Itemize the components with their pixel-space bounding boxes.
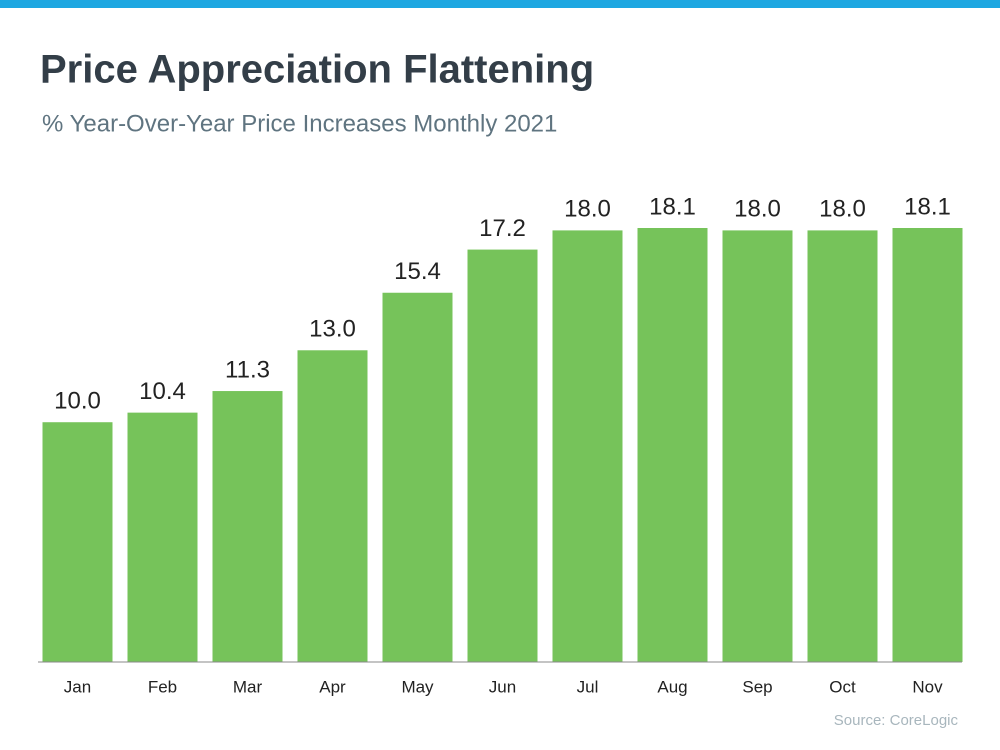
data-label: 18.0	[819, 196, 866, 223]
source-note: Source: CoreLogic	[834, 712, 959, 729]
x-tick-label: Jun	[489, 677, 516, 696]
chart-title: Price Appreciation Flattening	[40, 48, 594, 92]
data-label: 15.4	[394, 258, 441, 285]
x-tick-label: Sep	[742, 677, 772, 696]
chart-subtitle: % Year-Over-Year Price Increases Monthly…	[42, 110, 557, 137]
data-label: 10.0	[54, 388, 101, 415]
bar	[127, 412, 198, 662]
bar	[892, 228, 963, 662]
x-tick-label: Jul	[577, 677, 599, 696]
top-band	[0, 0, 1000, 8]
x-tick-label: Apr	[319, 677, 346, 696]
data-label: 10.4	[139, 378, 186, 405]
data-label: 18.0	[734, 196, 781, 223]
data-label: 13.0	[309, 316, 356, 343]
x-tick-label: Nov	[912, 677, 943, 696]
x-tick-label: Oct	[829, 677, 856, 696]
x-tick-label: Jan	[64, 677, 91, 696]
bar	[212, 391, 283, 662]
x-tick-label: Mar	[233, 677, 263, 696]
bar	[722, 230, 793, 662]
bar	[467, 249, 538, 662]
data-label: 11.3	[225, 356, 270, 383]
bar	[297, 350, 368, 662]
bar	[807, 230, 878, 662]
bar	[382, 292, 453, 662]
data-label: 17.2	[479, 215, 526, 242]
bar	[637, 228, 708, 662]
data-label: 18.1	[904, 193, 951, 220]
bar	[42, 422, 113, 662]
data-label: 18.0	[564, 196, 611, 223]
x-tick-label: Feb	[148, 677, 177, 696]
x-tick-label: Aug	[657, 677, 687, 696]
x-tick-label: May	[401, 677, 434, 696]
data-label: 18.1	[649, 193, 696, 220]
bar	[552, 230, 623, 662]
